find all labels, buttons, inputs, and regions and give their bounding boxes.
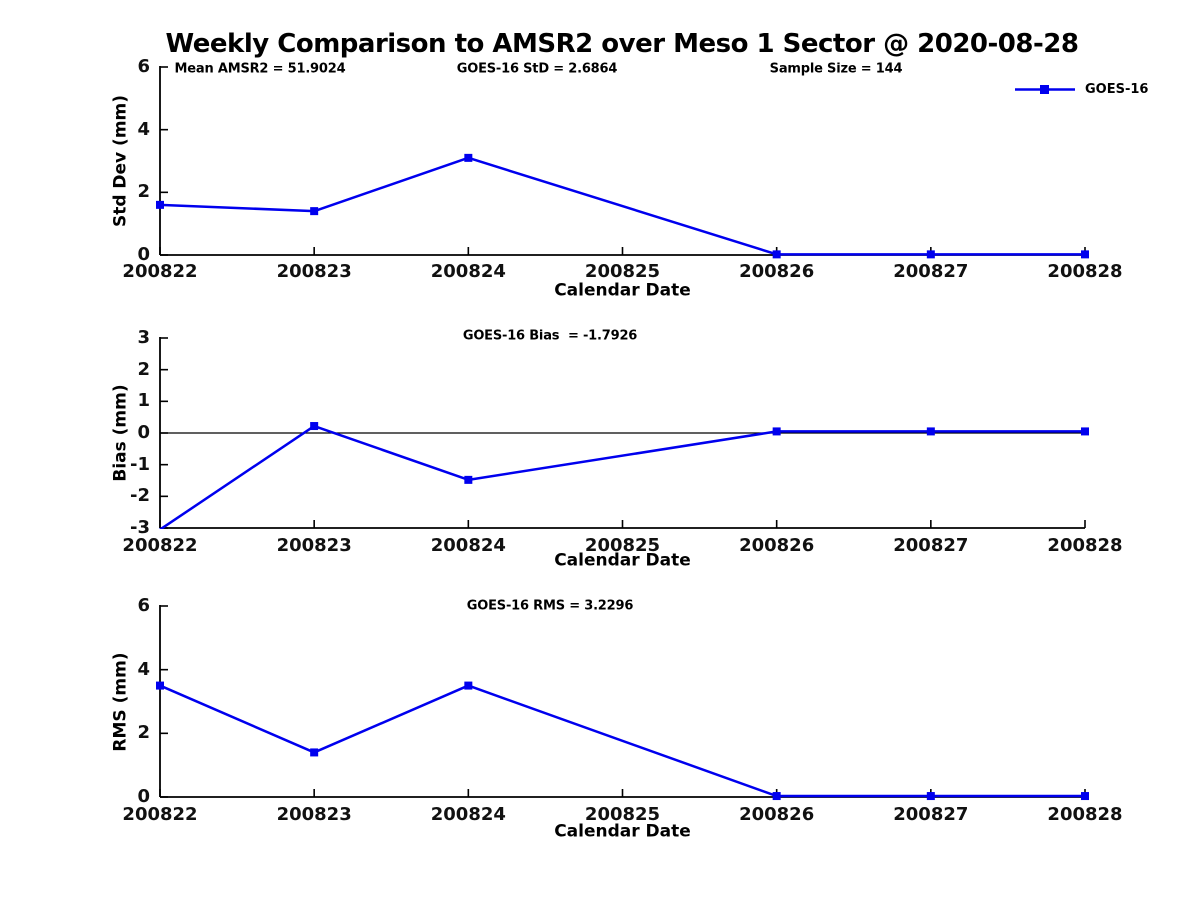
x-tick-label-std-dev: 200827 [893,261,969,282]
y-tick-label-rms: 0 [137,786,150,807]
y-tick-label-bias: -2 [130,485,150,507]
data-marker-rms [926,792,935,801]
x-tick-label-rms: 200827 [893,804,969,825]
x-tick-label-rms: 200828 [1047,804,1123,825]
x-tick-label-bias: 200822 [122,535,198,556]
series-line-bias [159,424,1085,529]
chart-title: Weekly Comparison to AMSR2 over Meso 1 S… [165,29,1079,59]
y-tick-label-std-dev: 4 [137,118,150,140]
y-tick-label-std-dev: 2 [137,181,150,203]
data-marker-rms [772,792,781,801]
xlabel-rms: Calendar Date [554,821,691,842]
y-tick-label-bias: 1 [137,390,150,412]
x-tick-label-rms: 200822 [122,804,198,825]
data-marker-bias [772,427,781,436]
xlabel-std-dev: Calendar Date [554,280,691,301]
y-tick-label-bias: 3 [137,327,150,348]
data-marker-rms [310,748,319,757]
legend-line-icon [1015,84,1075,94]
data-marker-std-dev [310,207,319,216]
x-tick-label-std-dev: 200823 [276,261,352,282]
annotation-rms-0: GOES-16 RMS = 3.2296 [466,598,634,614]
y-tick-label-std-dev: 0 [137,244,150,265]
annotation-bias-0: GOES-16 Bias = -1.7926 [462,328,638,344]
data-marker-bias [464,475,473,484]
x-tick-label-bias: 200823 [276,535,352,556]
annotation-std-dev-0: Mean AMSR2 = 51.9024 [174,61,346,77]
x-tick-label-std-dev: 200824 [430,261,506,282]
y-tick-label-rms: 2 [137,722,150,744]
annotation-std-dev-1: GOES-16 StD = 2.6864 [456,61,618,77]
x-tick-label-std-dev: 200828 [1047,261,1123,282]
y-tick-label-rms: 4 [137,658,150,680]
x-tick-label-std-dev: 200826 [739,261,815,282]
data-marker-std-dev [464,153,473,162]
data-marker-rms [464,681,473,690]
y-tick-label-bias: 0 [137,422,150,443]
legend: GOES-16 [1014,81,1148,97]
data-marker-std-dev [926,250,935,259]
y-tick-label-std-dev: 6 [137,56,150,77]
x-tick-label-bias: 200827 [893,535,969,556]
ylabel-rms: RMS (mm) [110,651,131,752]
ylabel-bias: Bias (mm) [110,384,131,482]
x-tick-label-std-dev: 200825 [584,261,661,282]
x-tick-label-rms: 200824 [430,804,506,825]
x-tick-label-bias: 200826 [739,535,815,556]
x-tick-label-rms: 200826 [739,804,815,825]
xlabel-bias: Calendar Date [554,550,691,571]
series-line-rms [159,684,1085,798]
data-marker-bias [310,422,319,431]
series-line-std-dev [159,156,1085,256]
data-marker-std-dev [1081,250,1089,259]
x-tick-label-std-dev: 200822 [122,261,198,282]
data-marker-std-dev [772,250,781,259]
ylabel-std-dev: Std Dev (mm) [110,94,131,228]
y-tick-label-bias: 2 [137,358,150,380]
x-tick-label-bias: 200824 [430,535,506,556]
x-tick-label-bias: 200825 [584,535,661,556]
legend-label: GOES-16 [1085,81,1149,97]
y-tick-label-bias: -1 [130,453,150,475]
data-marker-std-dev [156,200,164,209]
y-tick-label-bias: -3 [130,517,150,538]
data-marker-rms [156,681,164,690]
x-tick-label-rms: 200825 [584,804,661,825]
y-tick-label-rms: 6 [137,595,150,616]
data-marker-rms [1081,792,1089,801]
annotation-std-dev-2: Sample Size = 144 [769,61,903,77]
x-tick-label-bias: 200828 [1047,535,1123,556]
data-marker-bias [1081,427,1089,436]
x-tick-label-rms: 200823 [276,804,352,825]
data-marker-bias [926,427,935,436]
